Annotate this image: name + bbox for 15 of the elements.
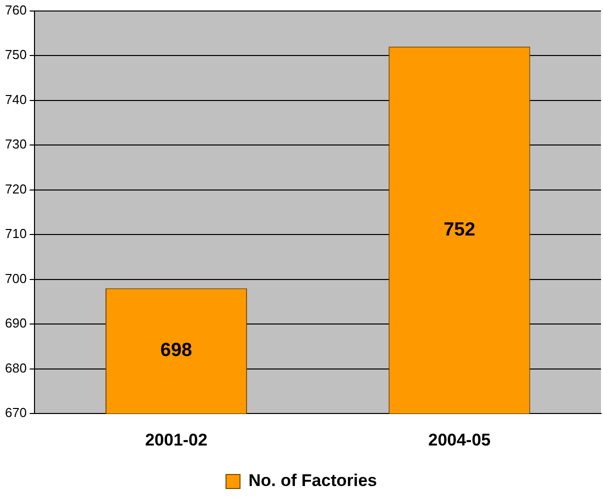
- y-tick-label: 730: [4, 136, 27, 152]
- y-tick-label: 740: [4, 92, 27, 107]
- y-tick-label: 690: [4, 316, 27, 331]
- y-tick-label: 750: [4, 47, 27, 62]
- y-tick-label: 680: [4, 360, 27, 376]
- y-tick-label: 670: [4, 405, 27, 420]
- data-label: 698: [160, 340, 192, 362]
- y-tick-label: 700: [4, 270, 27, 286]
- data-label: 752: [444, 219, 476, 240]
- x-tick-label: 2004-05: [428, 430, 491, 450]
- legend-label: No. of Factories: [248, 471, 377, 490]
- x-tick-label: 2001-02: [145, 430, 208, 450]
- y-tick-label: 720: [4, 181, 27, 196]
- y-tick-label: 710: [4, 226, 27, 242]
- y-tick-label: 760: [4, 2, 27, 18]
